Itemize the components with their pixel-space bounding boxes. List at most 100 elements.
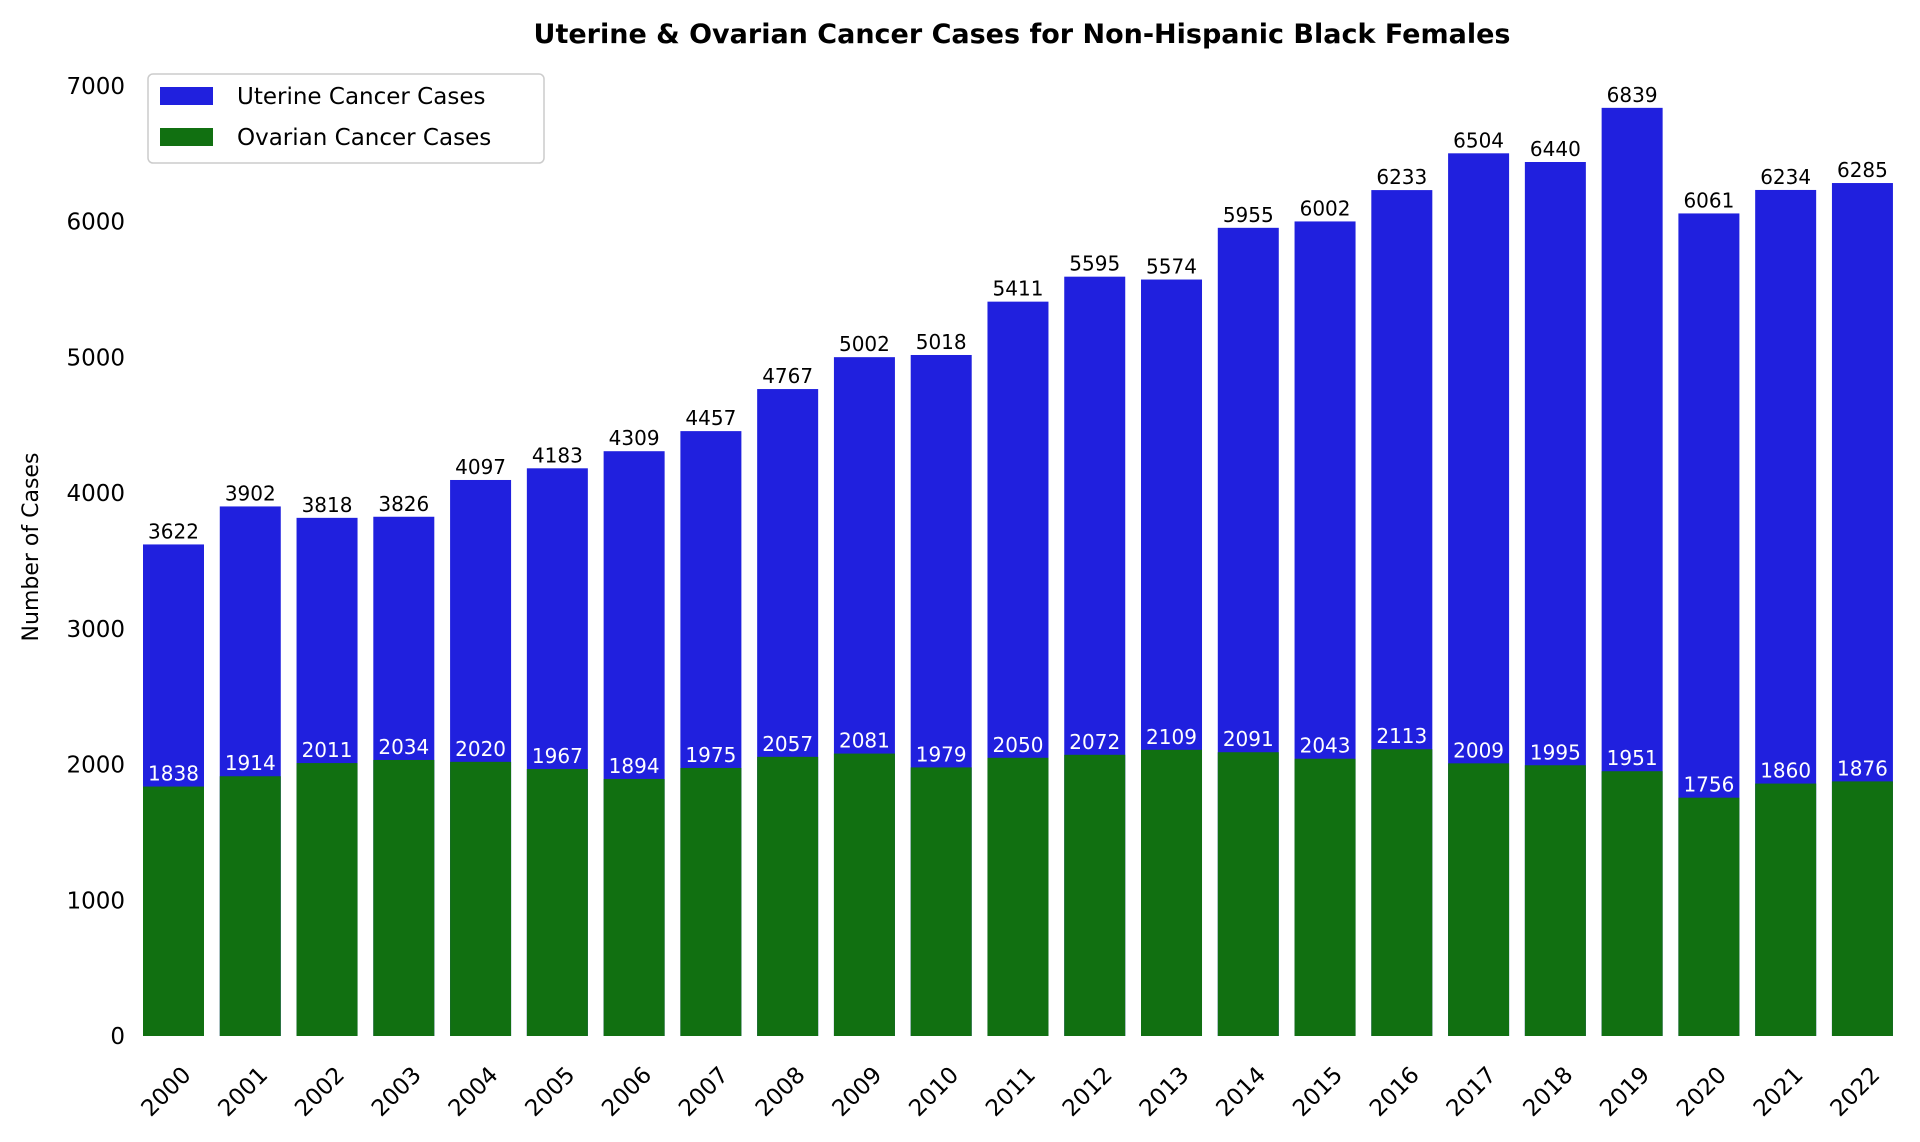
data-label-ovarian-2021: 1860 <box>1760 759 1811 783</box>
data-label-ovarian-2003: 2034 <box>378 735 429 759</box>
bar-ovarian-2021 <box>1755 783 1817 1036</box>
legend-swatch-uterine <box>160 87 213 105</box>
data-label-ovarian-2015: 2043 <box>1300 734 1351 758</box>
bar-ovarian-2009 <box>833 753 895 1036</box>
y-tick-label: 3000 <box>66 617 125 643</box>
bar-ovarian-2018 <box>1524 765 1586 1036</box>
data-label-ovarian-2008: 2057 <box>762 732 813 756</box>
x-tick-label: 2017 <box>1442 1062 1502 1122</box>
x-tick-label: 2022 <box>1826 1062 1886 1122</box>
chart-title: Uterine & Ovarian Cancer Cases for Non-H… <box>534 19 1511 50</box>
bar-ovarian-2005 <box>526 769 588 1036</box>
bar-ovarian-2020 <box>1678 797 1740 1036</box>
x-tick-label: 2006 <box>597 1062 657 1122</box>
data-label-ovarian-2006: 1894 <box>609 754 660 778</box>
x-tick-label: 2018 <box>1519 1062 1579 1122</box>
y-axis-label: Number of Cases <box>19 453 44 642</box>
bar-ovarian-2006 <box>603 778 665 1036</box>
bar-ovarian-2007 <box>680 767 742 1036</box>
data-label-uterine-2008: 4767 <box>762 364 813 388</box>
x-tick-label: 2010 <box>904 1062 964 1122</box>
data-label-uterine-2004: 4097 <box>455 455 506 479</box>
data-label-ovarian-2020: 1756 <box>1683 773 1734 797</box>
data-label-ovarian-2014: 2091 <box>1223 727 1274 751</box>
data-label-uterine-2012: 5595 <box>1069 252 1120 276</box>
data-label-uterine-2003: 3826 <box>378 492 429 516</box>
data-label-uterine-2019: 6839 <box>1607 83 1658 107</box>
x-tick-label: 2009 <box>828 1062 888 1122</box>
x-axis-ticks: 2000 2001 2002 2003 2004 2005 2006 2007 2008 2009… <box>137 1062 1886 1122</box>
ovarian-bars <box>143 749 1893 1036</box>
data-label-ovarian-2009: 2081 <box>839 729 890 753</box>
x-tick-label: 2021 <box>1749 1062 1809 1122</box>
bar-ovarian-2016 <box>1371 749 1433 1036</box>
bar-ovarian-2011 <box>987 757 1049 1036</box>
bar-ovarian-2004 <box>450 761 512 1036</box>
x-tick-label: 2007 <box>674 1062 734 1122</box>
data-label-ovarian-2002: 2011 <box>302 738 353 762</box>
bar-ovarian-2010 <box>910 767 972 1036</box>
x-tick-label: 2008 <box>751 1062 811 1122</box>
legend-label-ovarian: Ovarian Cancer Cases <box>237 125 491 151</box>
data-label-uterine-2020: 6061 <box>1683 188 1734 212</box>
x-tick-label: 2014 <box>1211 1062 1271 1122</box>
bar-ovarian-2019 <box>1601 771 1663 1036</box>
x-tick-label: 2001 <box>213 1062 273 1122</box>
data-label-uterine-2022: 6285 <box>1837 158 1888 182</box>
data-label-ovarian-2010: 1979 <box>916 742 967 766</box>
data-label-uterine-2011: 5411 <box>993 277 1044 301</box>
bar-ovarian-2022 <box>1831 781 1893 1036</box>
bar-ovarian-2003 <box>373 759 435 1036</box>
y-tick-label: 4000 <box>66 481 125 507</box>
data-label-ovarian-2005: 1967 <box>532 744 583 768</box>
data-label-ovarian-2007: 1975 <box>685 743 736 767</box>
y-axis-ticks: 0 1000 2000 3000 4000 5000 6000 7000 <box>66 74 125 1050</box>
y-tick-label: 7000 <box>66 74 125 100</box>
data-label-ovarian-2019: 1951 <box>1607 746 1658 770</box>
bar-ovarian-2001 <box>219 776 281 1036</box>
data-label-ovarian-2022: 1876 <box>1837 756 1888 780</box>
data-label-uterine-2006: 4309 <box>609 426 660 450</box>
bar-ovarian-2014 <box>1217 752 1279 1036</box>
data-label-uterine-2013: 5574 <box>1146 255 1197 279</box>
bar-ovarian-2012 <box>1064 754 1126 1036</box>
data-label-uterine-2018: 6440 <box>1530 137 1581 161</box>
data-label-uterine-2000: 3622 <box>148 519 199 543</box>
data-label-ovarian-2013: 2109 <box>1146 725 1197 749</box>
x-tick-label: 2020 <box>1672 1062 1732 1122</box>
y-tick-label: 0 <box>110 1024 125 1050</box>
data-label-ovarian-2012: 2072 <box>1069 730 1120 754</box>
data-label-ovarian-2000: 1838 <box>148 762 199 786</box>
data-label-ovarian-2004: 2020 <box>455 737 506 761</box>
legend-swatch-ovarian <box>160 128 213 146</box>
x-tick-label: 2013 <box>1135 1062 1195 1122</box>
bar-ovarian-2013 <box>1141 749 1203 1036</box>
y-tick-label: 5000 <box>66 345 125 371</box>
x-tick-label: 2015 <box>1288 1062 1348 1122</box>
data-labels: 3622 1838 3902 1914 3818 2011 3826 2034 4097 2020… <box>148 83 1888 797</box>
y-tick-label: 6000 <box>66 210 125 236</box>
data-label-uterine-2021: 6234 <box>1760 165 1811 189</box>
x-tick-label: 2016 <box>1365 1062 1425 1122</box>
x-tick-label: 2000 <box>137 1062 197 1122</box>
legend: Uterine Cancer Cases Ovarian Cancer Case… <box>147 73 545 164</box>
x-tick-label: 2004 <box>444 1062 504 1122</box>
data-label-uterine-2002: 3818 <box>302 493 353 517</box>
data-label-ovarian-2011: 2050 <box>993 733 1044 757</box>
x-tick-label: 2012 <box>1058 1062 1118 1122</box>
data-label-uterine-2015: 6002 <box>1300 196 1351 220</box>
data-label-uterine-2010: 5018 <box>916 330 967 354</box>
x-tick-label: 2002 <box>290 1062 350 1122</box>
legend-label-uterine: Uterine Cancer Cases <box>237 84 485 110</box>
data-label-ovarian-2017: 2009 <box>1453 738 1504 762</box>
bar-ovarian-2002 <box>296 763 358 1036</box>
x-tick-label: 2019 <box>1595 1062 1655 1122</box>
data-label-uterine-2009: 5002 <box>839 332 890 356</box>
data-label-uterine-2007: 4457 <box>685 406 736 430</box>
legend-frame <box>147 73 545 164</box>
data-label-ovarian-2018: 1995 <box>1530 740 1581 764</box>
x-tick-label: 2011 <box>981 1062 1041 1122</box>
data-label-ovarian-2016: 2113 <box>1376 724 1427 748</box>
data-label-uterine-2017: 6504 <box>1453 128 1504 152</box>
